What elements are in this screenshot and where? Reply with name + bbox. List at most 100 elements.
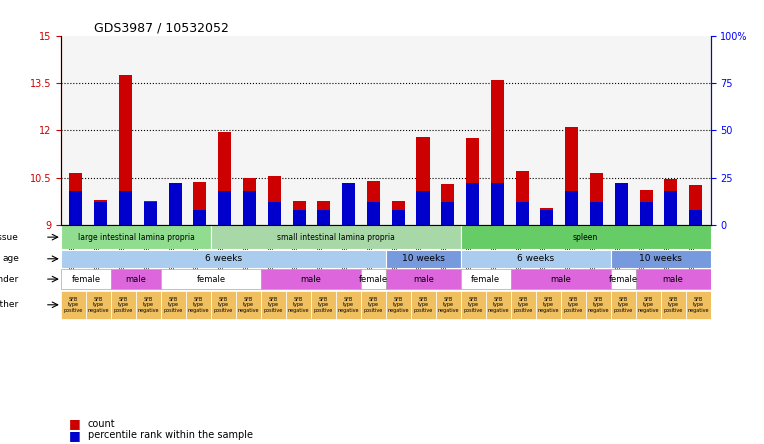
Bar [435,290,461,319]
Bar [293,210,306,225]
Text: SFB
type
positive: SFB type positive [663,297,683,313]
Bar [516,171,529,225]
Text: male: male [125,274,147,284]
Bar [610,290,636,319]
Bar [466,138,479,225]
Bar [144,202,157,225]
Text: SFB
type
positive: SFB type positive [264,297,283,313]
Text: SFB
type
negative: SFB type negative [88,297,109,313]
Text: percentile rank within the sample: percentile rank within the sample [88,430,253,440]
Text: SFB
type
negative: SFB type negative [288,297,309,313]
Bar [636,269,711,289]
Text: gender: gender [0,274,19,284]
Text: 6 weeks: 6 weeks [517,254,554,263]
Text: female: female [359,274,388,284]
Bar [236,290,261,319]
Text: spleen: spleen [573,233,598,242]
Bar [111,290,136,319]
Bar [293,201,306,225]
Bar [342,183,355,225]
Bar [311,290,336,319]
Bar [161,290,186,319]
Bar [86,290,111,319]
Bar [267,202,281,225]
Bar [261,269,361,289]
Bar [193,182,206,225]
Text: SFB
type
positive: SFB type positive [464,297,483,313]
Bar [392,210,405,225]
Bar [70,191,83,225]
Bar [661,290,685,319]
Bar [689,210,702,225]
Bar [639,202,652,225]
Bar [111,269,161,289]
Text: SFB
type
positive: SFB type positive [164,297,183,313]
Text: male: male [662,274,684,284]
Bar [361,269,386,289]
Bar [186,290,211,319]
Bar [490,183,504,225]
Bar [636,290,661,319]
Text: 6 weeks: 6 weeks [205,254,242,263]
Bar [586,290,610,319]
Bar [317,210,330,225]
Bar [516,202,529,225]
Text: count: count [88,419,115,429]
Bar [411,290,435,319]
Bar [461,290,486,319]
Bar [119,75,132,225]
Text: SFB
type
positive: SFB type positive [214,297,233,313]
Text: 10 weeks: 10 weeks [402,254,445,263]
Text: SFB
type
negative: SFB type negative [438,297,459,313]
Text: SFB
type
negative: SFB type negative [238,297,259,313]
Text: SFB
type
positive: SFB type positive [64,297,83,313]
Bar [219,132,231,225]
Text: 10 weeks: 10 weeks [639,254,682,263]
Bar [665,191,678,225]
Bar [267,176,281,225]
Text: ■: ■ [69,417,80,431]
Text: SFB
type
negative: SFB type negative [688,297,709,313]
Text: SFB
type
positive: SFB type positive [314,297,333,313]
Text: SFB
type
negative: SFB type negative [637,297,659,313]
Text: SFB
type
positive: SFB type positive [413,297,433,313]
Text: SFB
type
negative: SFB type negative [338,297,359,313]
Text: tissue: tissue [0,233,19,242]
Bar [367,181,380,225]
Bar [367,202,380,225]
Bar [336,290,361,319]
Text: GDS3987 / 10532052: GDS3987 / 10532052 [94,21,228,34]
Text: SFB
type
negative: SFB type negative [138,297,159,313]
Bar [144,201,157,225]
Bar [94,202,107,225]
Bar [540,208,553,225]
Bar [486,290,510,319]
Text: SFB
type
negative: SFB type negative [487,297,509,313]
Bar [416,137,429,225]
Bar [561,290,586,319]
Text: SFB
type
negative: SFB type negative [588,297,609,313]
Bar [243,191,256,225]
Bar [610,250,711,268]
Text: female: female [471,274,500,284]
Bar [442,202,455,225]
Bar [466,183,479,225]
Bar [536,290,561,319]
Bar [490,80,504,225]
Text: SFB
type
positive: SFB type positive [564,297,583,313]
Bar [565,191,578,225]
Bar [665,179,678,225]
Bar [61,226,211,249]
Bar [590,173,603,225]
Text: age: age [2,254,19,263]
Text: SFB
type
negative: SFB type negative [537,297,559,313]
Bar [610,269,636,289]
Bar [461,250,610,268]
Bar [540,210,553,225]
Bar [442,184,455,225]
Text: male: male [300,274,322,284]
Bar [386,250,461,268]
Bar [392,201,405,225]
Text: SFB
type
positive: SFB type positive [114,297,133,313]
Bar [61,250,386,268]
